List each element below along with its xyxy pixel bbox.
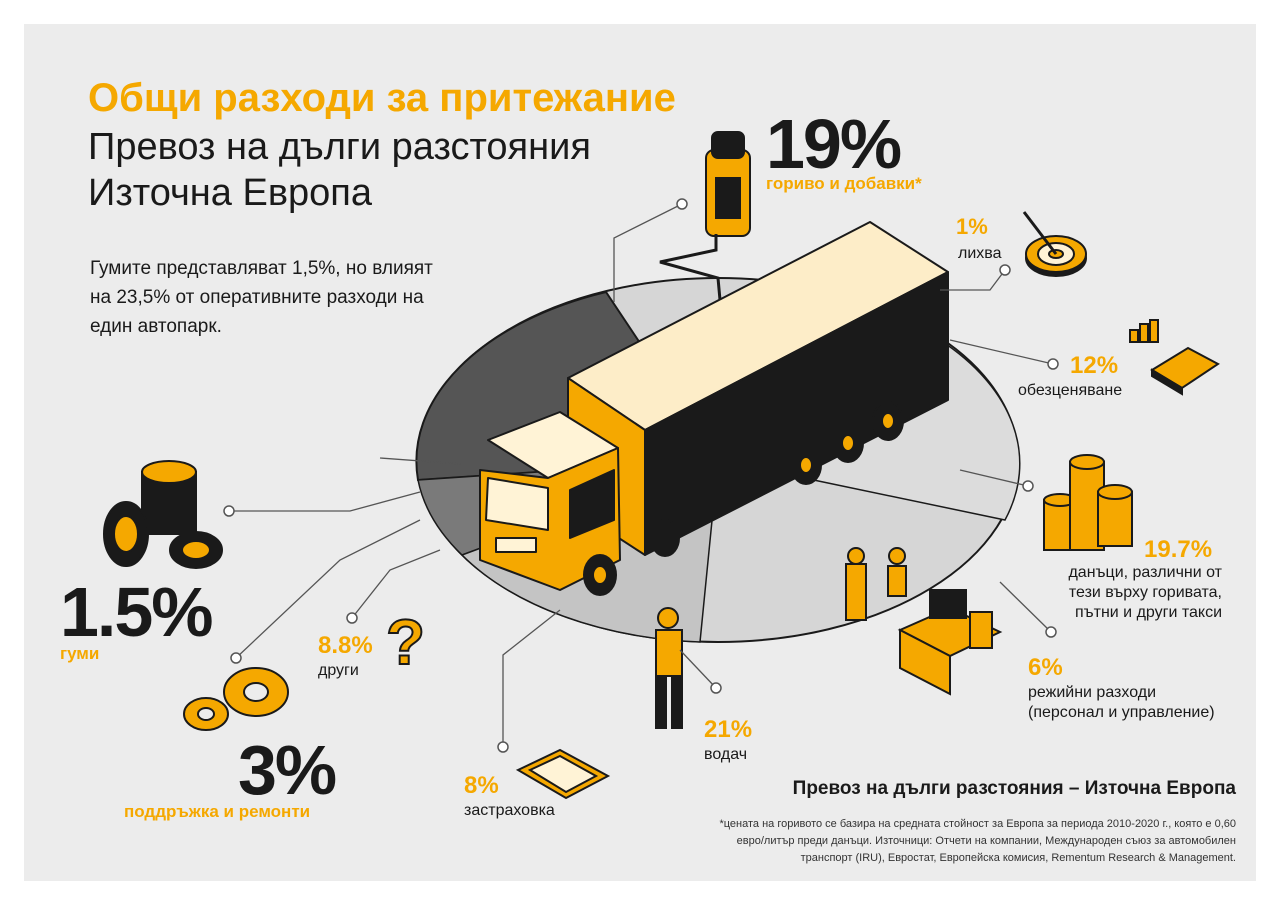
target-icon bbox=[1022, 211, 1087, 277]
tyres-percent: 1.5% bbox=[60, 573, 214, 651]
calculator-icon bbox=[1129, 319, 1220, 396]
insurance-label: застраховка bbox=[464, 802, 555, 819]
other-percent: 8.8% bbox=[318, 632, 373, 659]
driver-percent: 21% bbox=[704, 716, 753, 743]
question-mark-icon: ? bbox=[385, 605, 426, 679]
driver-person-icon bbox=[655, 607, 683, 729]
insurance-percent: 8% bbox=[464, 772, 499, 799]
tyres-icon bbox=[103, 460, 223, 569]
interest-percent: 1% bbox=[956, 214, 988, 239]
gears-icon bbox=[183, 667, 289, 731]
depreciation-percent: 12% bbox=[1070, 352, 1119, 379]
overhead-percent: 6% bbox=[1028, 654, 1063, 681]
truck-illustration bbox=[479, 221, 949, 596]
footer-note-2: евро/литър преди данъци. Източници: Отче… bbox=[736, 835, 1236, 847]
taxes-label-3: пътни и други такси bbox=[1074, 604, 1222, 621]
subtitle-line-1: Превоз на дълги разстояния bbox=[88, 126, 591, 168]
maintenance-label: поддръжка и ремонти bbox=[124, 802, 311, 821]
overhead-label-1: режийни разходи bbox=[1028, 684, 1157, 701]
depreciation-label: обезценяване bbox=[1018, 382, 1123, 399]
interest-label: лихва bbox=[958, 245, 1002, 262]
office-people-icon bbox=[845, 547, 1003, 696]
taxes-label-2: тези върху горивата, bbox=[1068, 584, 1222, 601]
fuel-pump-icon bbox=[659, 131, 751, 301]
footer-note-1: *цената на горивото се базира на среднат… bbox=[719, 818, 1236, 830]
taxes-label-1: данъци, различни от bbox=[1068, 564, 1222, 581]
other-label: други bbox=[318, 662, 359, 679]
overhead-label-2: (персонал и управление) bbox=[1028, 704, 1215, 721]
footer-note-3: транспорт (IRU), Евростат, Европейска ко… bbox=[800, 852, 1236, 864]
tyres-label: гуми bbox=[60, 644, 100, 663]
insurance-document-icon bbox=[515, 748, 611, 800]
fuel-label: гориво и добавки* bbox=[766, 174, 922, 193]
page-title: Общи разходи за притежание bbox=[88, 76, 676, 120]
maintenance-percent: 3% bbox=[238, 731, 337, 809]
svg-text:?: ? bbox=[386, 606, 425, 678]
leader-dots bbox=[223, 198, 1059, 753]
footer-heading: Превоз на дълги разстояния – Източна Евр… bbox=[792, 778, 1236, 799]
driver-label: водач bbox=[704, 746, 748, 763]
coin-stacks-icon bbox=[1043, 454, 1133, 551]
taxes-percent: 19.7% bbox=[1144, 536, 1213, 563]
subtitle-line-2: Източна Европа bbox=[88, 172, 372, 214]
leader-lines bbox=[229, 203, 1054, 747]
intro-text: Гумите представляват 1,5%, но влияят на … bbox=[90, 258, 433, 337]
fuel-percent: 19% bbox=[766, 105, 902, 183]
